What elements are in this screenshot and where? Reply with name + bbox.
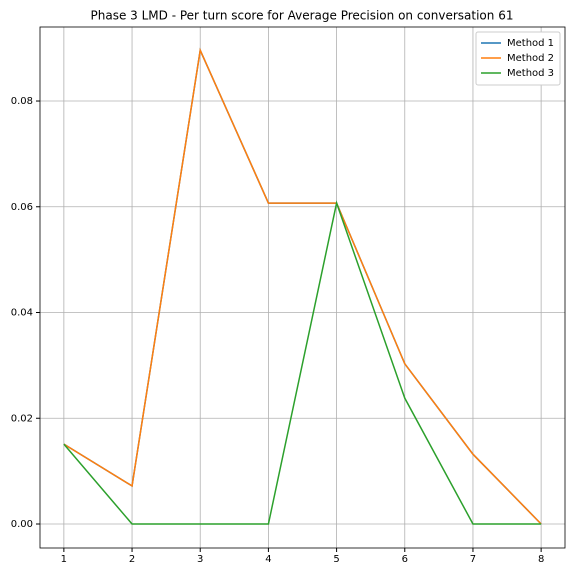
y-tick-label: 0.04 <box>11 308 33 319</box>
x-tick-label: 1 <box>61 554 67 565</box>
x-tick-label: 6 <box>402 554 408 565</box>
x-tick-label: 8 <box>538 554 544 565</box>
y-tick-label: 0.02 <box>11 413 33 424</box>
x-tick-label: 5 <box>333 554 339 565</box>
legend-label: Method 3 <box>507 68 554 79</box>
x-tick-label: 4 <box>265 554 271 565</box>
y-tick-label: 0.08 <box>11 96 33 107</box>
x-tick-label: 7 <box>470 554 476 565</box>
legend-box <box>475 31 561 86</box>
y-tick-label: 0.00 <box>11 519 33 530</box>
line <box>63 200 542 525</box>
line <box>63 47 542 525</box>
chart-title: Phase 3 LMD - Per turn score for Average… <box>91 9 514 23</box>
legend-label: Method 2 <box>507 53 554 64</box>
legend-label: Method 1 <box>507 38 554 49</box>
y-tick-label: 0.06 <box>11 202 33 213</box>
line <box>63 47 542 525</box>
plot-frame <box>39 26 566 549</box>
x-tick-label: 2 <box>129 554 135 565</box>
legend: Method 1 Method 2 Method 3 <box>475 31 561 86</box>
x-tick-label: 3 <box>197 554 203 565</box>
